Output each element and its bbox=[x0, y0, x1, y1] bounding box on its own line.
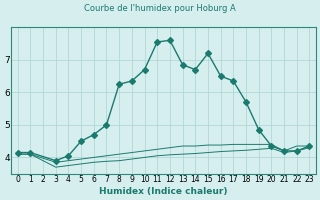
X-axis label: Humidex (Indice chaleur): Humidex (Indice chaleur) bbox=[99, 187, 228, 196]
Text: Courbe de l'humidex pour Hoburg A: Courbe de l'humidex pour Hoburg A bbox=[84, 4, 236, 13]
